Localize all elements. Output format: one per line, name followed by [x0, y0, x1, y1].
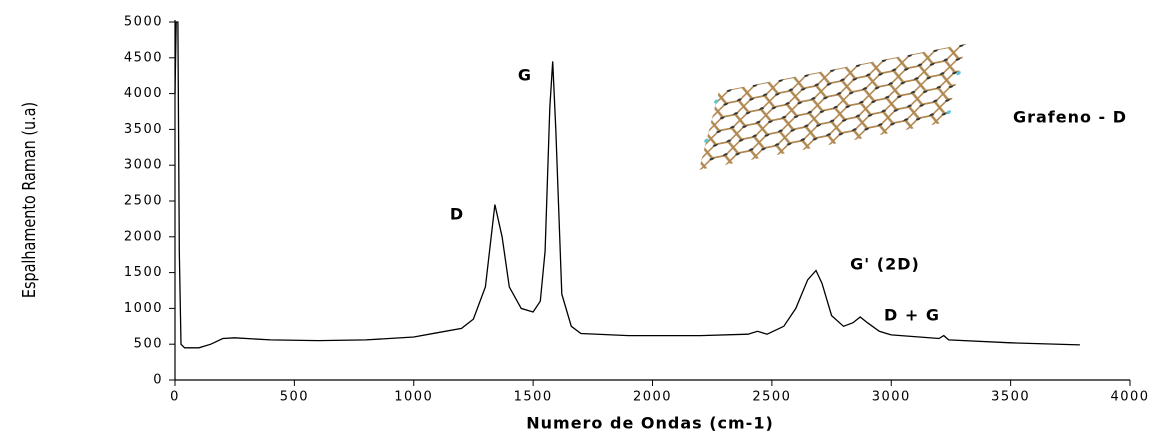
y-tick-label: 3500 — [124, 122, 163, 137]
y-tick-label: 4000 — [124, 86, 163, 101]
y-tick-label: 1500 — [124, 265, 163, 280]
y-tick-label: 1000 — [124, 301, 163, 316]
spectrum-line — [174, 21, 1080, 349]
x-tick-label: 4000 — [1110, 390, 1149, 405]
graphene-illustration — [698, 43, 967, 170]
x-tick-label: 3000 — [872, 390, 911, 405]
y-tick-label: 2500 — [124, 194, 163, 209]
x-tick-label: 3500 — [991, 390, 1030, 405]
y-tick-label: 2000 — [124, 229, 163, 244]
y-axis-title: Espalhamento Raman (u.a) — [18, 102, 39, 298]
x-tick-label: 1500 — [514, 390, 553, 405]
x-tick-label: 2500 — [752, 390, 791, 405]
x-tick-label: 2000 — [633, 390, 672, 405]
peak-annotation: Grafeno - D — [1013, 108, 1127, 127]
x-tick-label: 1000 — [394, 390, 433, 405]
x-tick-label: 500 — [280, 390, 309, 405]
x-tick-label: 0 — [170, 390, 180, 405]
y-tick-label: 4500 — [124, 50, 163, 65]
y-tick-label: 0 — [153, 373, 163, 388]
y-tick-label: 500 — [134, 337, 163, 352]
y-tick-label: 5000 — [124, 15, 163, 30]
peak-annotation: G' (2D) — [850, 255, 920, 274]
x-axis-title: Numero de Ondas (cm-1) — [526, 414, 774, 433]
peak-annotation: G — [518, 66, 532, 85]
y-tick-label: 3000 — [124, 158, 163, 173]
peak-annotation: D + G — [884, 306, 940, 325]
peak-annotation: D — [450, 205, 464, 224]
